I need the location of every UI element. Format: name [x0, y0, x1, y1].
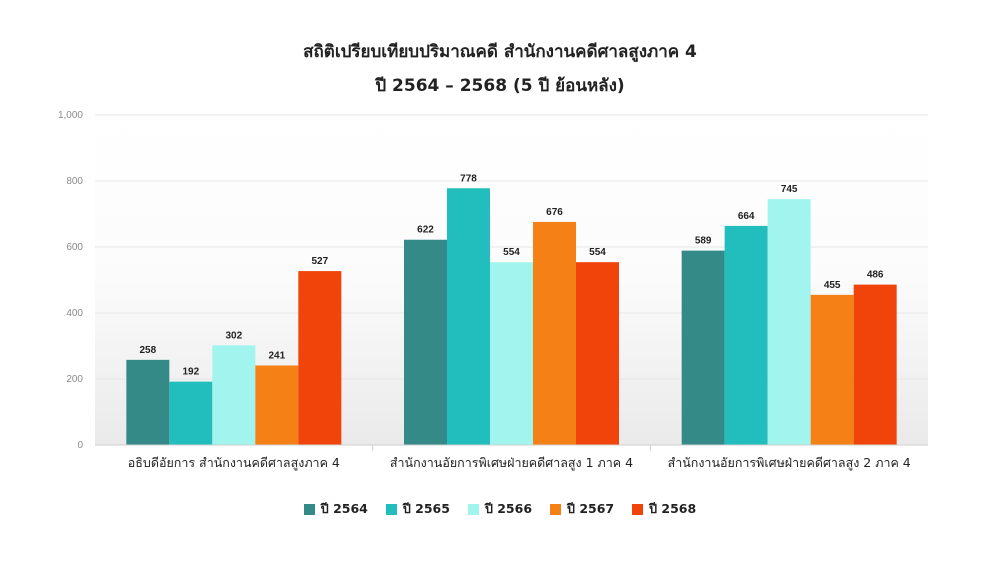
chart-title: สถิติเปรียบเทียบปริมาณคดี สำนักงานคดีศาล…	[303, 42, 697, 62]
bar	[853, 284, 897, 445]
bar	[447, 188, 490, 445]
data-label: 258	[139, 345, 156, 356]
legend-item: ปี 2567	[550, 499, 614, 519]
legend-label: ปี 2567	[567, 501, 615, 516]
legend-swatch	[385, 503, 397, 515]
x-category-label: สำนักงานอัยการพิเศษฝ่ายคดีศาลสูง 1 ภาค 4	[390, 455, 633, 471]
data-label: 664	[738, 211, 755, 222]
legend-item: ปี 2568	[632, 499, 696, 519]
bar	[490, 262, 533, 445]
y-tick-label: 200	[66, 374, 83, 385]
legend-label: ปี 2564	[320, 501, 368, 516]
legend-label: ปี 2568	[649, 501, 697, 516]
data-label: 676	[546, 207, 563, 218]
chart-legend: ปี 2564 ปี 2565 ปี 2566 ปี 2567 ปี 2568	[0, 499, 1000, 519]
legend-item: ปี 2566	[467, 499, 533, 519]
bar	[533, 221, 576, 445]
bar	[810, 294, 854, 445]
y-tick-label: 800	[66, 176, 83, 187]
y-tick-label: 1,000	[58, 110, 83, 121]
bar	[298, 271, 342, 445]
legend-item: ปี 2564	[303, 499, 368, 519]
bar	[681, 250, 725, 445]
bar	[724, 225, 768, 445]
legend-label: ปี 2565	[402, 501, 450, 516]
bar	[404, 239, 447, 445]
data-label: 554	[503, 247, 520, 258]
legend-item: ปี 2565	[385, 499, 450, 519]
data-label: 589	[695, 236, 712, 247]
data-label: 554	[589, 247, 606, 258]
y-tick-label: 0	[77, 440, 83, 451]
bar	[576, 262, 619, 445]
bar	[255, 365, 299, 445]
data-label: 241	[268, 350, 285, 361]
x-category-label: อธิบดีอัยการ สำนักงานคดีศาลสูงภาค 4	[128, 455, 340, 471]
y-tick-label: 600	[66, 242, 83, 253]
y-tick-label: 400	[66, 308, 83, 319]
x-category-label: สำนักงานอัยการพิเศษฝ่ายคดีศาลสูง 2 ภาค 4	[668, 455, 911, 471]
bar	[126, 359, 170, 445]
chart-subtitle: ปี 2564 – 2568 (5 ปี ย้อนหลัง)	[375, 76, 625, 96]
legend-swatch	[303, 503, 315, 515]
data-label: 527	[311, 256, 328, 267]
data-label: 455	[824, 280, 841, 291]
data-label: 192	[182, 367, 199, 378]
data-label: 622	[417, 225, 434, 236]
bar	[212, 345, 256, 445]
legend-swatch	[550, 503, 562, 515]
legend-swatch	[467, 503, 479, 515]
bar	[767, 199, 811, 445]
data-label: 745	[781, 184, 798, 195]
legend-swatch	[632, 503, 644, 515]
data-label: 302	[225, 330, 242, 341]
legend-label: ปี 2566	[484, 501, 533, 516]
bar	[169, 381, 213, 445]
data-label: 778	[460, 173, 477, 184]
data-label: 486	[867, 270, 884, 281]
